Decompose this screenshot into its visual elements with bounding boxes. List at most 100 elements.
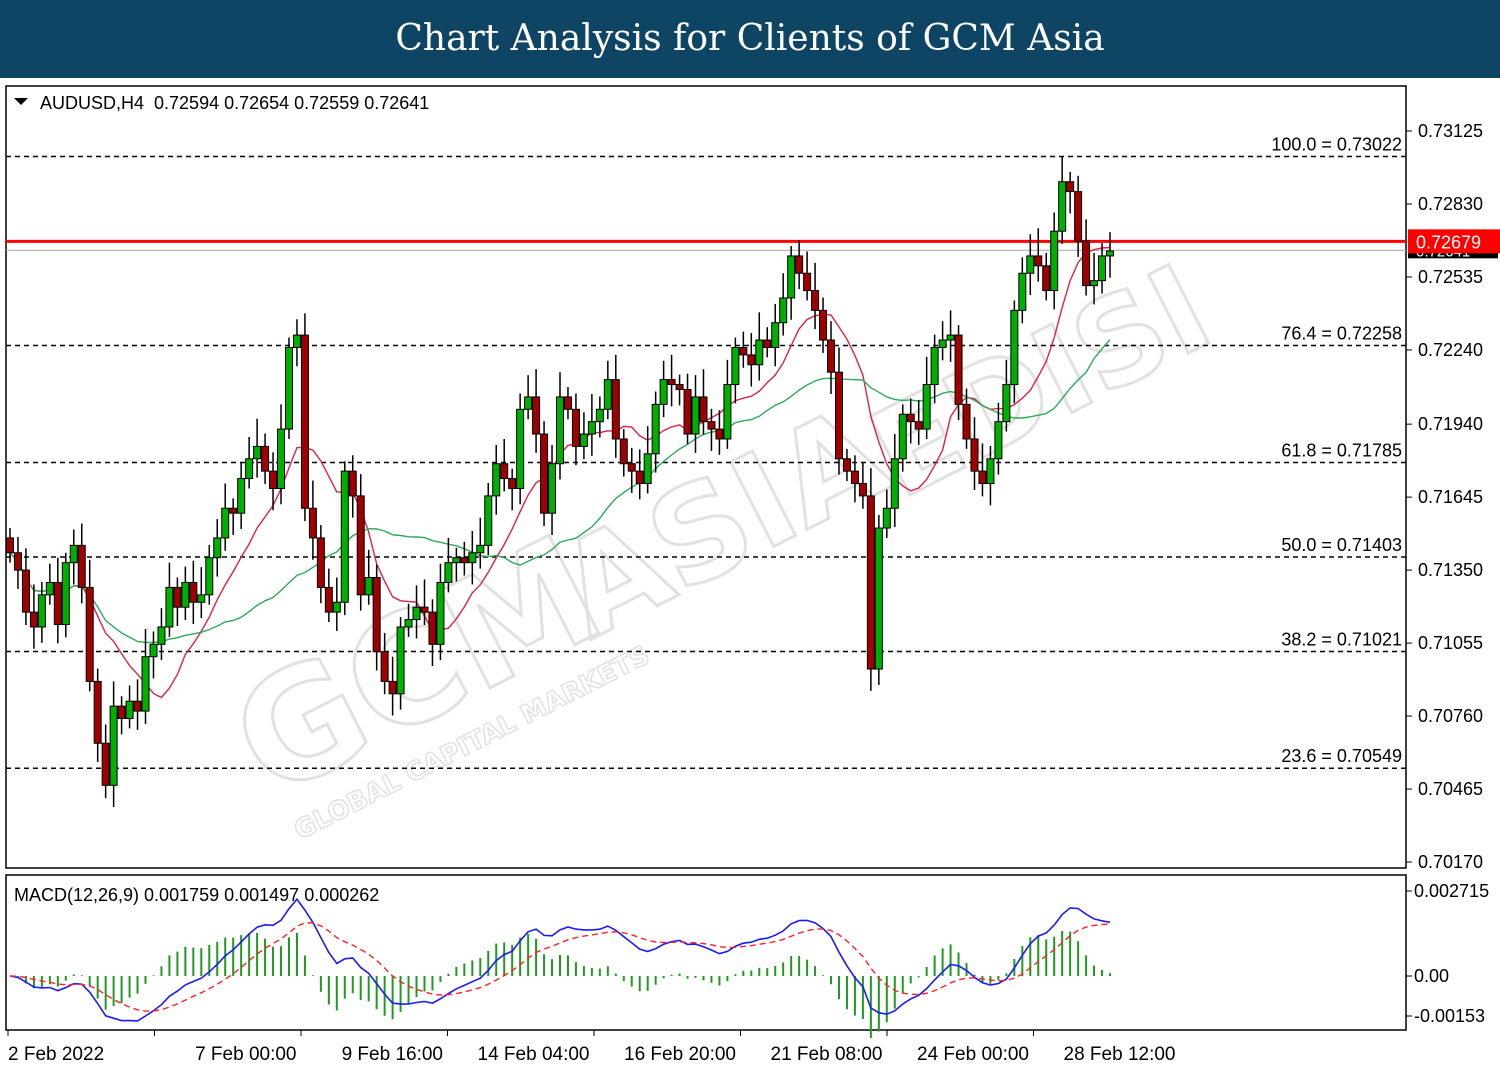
candle-bull — [779, 297, 788, 324]
candle-bull — [292, 334, 301, 348]
candle-bull — [197, 594, 206, 603]
candle-bull — [476, 544, 485, 554]
candle-bear — [53, 581, 62, 626]
candle-bull — [221, 507, 230, 539]
header-banner — [0, 0, 1500, 78]
candle-bull — [1010, 309, 1019, 386]
candle-bull — [946, 334, 955, 341]
candle-bear — [133, 700, 142, 712]
candle-bear — [763, 339, 772, 348]
candle-bear — [970, 438, 979, 472]
candle-bear — [77, 544, 86, 588]
fib-level-label: 76.4 = 0.72258 — [1281, 323, 1402, 343]
candle-bear — [635, 470, 644, 485]
candle-bull — [452, 557, 461, 564]
dropdown-triangle-icon[interactable] — [14, 98, 28, 105]
candle-bear — [619, 438, 628, 465]
candle-bear — [811, 290, 820, 311]
current-price-tag-box — [1408, 229, 1500, 254]
candle-bull — [468, 552, 477, 564]
macd-tick-label: -0.00153 — [1414, 1006, 1485, 1026]
candle-bear — [683, 389, 692, 435]
candle-bear — [1074, 191, 1083, 242]
candle-bull — [731, 346, 740, 386]
candle-bull — [61, 562, 70, 626]
macd-panel-frame — [5, 874, 1407, 1031]
candle-bull — [651, 403, 660, 455]
candle-bear — [460, 557, 469, 564]
candle-bear — [420, 606, 429, 613]
candle-bear — [117, 705, 126, 720]
candle-bear — [372, 577, 381, 653]
candle-bear — [300, 334, 309, 509]
time-tick-label: 14 Feb 04:00 — [478, 1044, 590, 1065]
candle-bull — [1098, 255, 1107, 282]
candle-bear — [229, 507, 238, 514]
candle-bull — [643, 453, 652, 485]
current-price-tag: 0.72679 — [1416, 232, 1481, 252]
candle-bear — [1042, 265, 1051, 292]
time-tick-label: 9 Feb 16:00 — [342, 1044, 443, 1065]
candle-bull — [332, 601, 341, 613]
candle-bull — [484, 495, 493, 546]
candle-bear — [21, 569, 30, 613]
candle-bull — [213, 537, 222, 559]
candle-bear — [1066, 181, 1075, 193]
candle-bear — [93, 680, 102, 744]
candle-bear — [827, 339, 836, 373]
candle-bull — [994, 421, 1003, 460]
candle-bear — [571, 408, 580, 447]
macd-tick-label: 0.00 — [1414, 966, 1449, 986]
candle-bear — [978, 470, 987, 485]
price-tick-label: 0.70465 — [1418, 779, 1483, 799]
candle-bear — [1034, 255, 1043, 267]
candle-bear — [699, 396, 708, 423]
candle-bull — [882, 507, 891, 529]
candle-bear — [356, 495, 365, 596]
candle-bull — [1018, 272, 1027, 311]
fib-level-label: 23.6 = 0.70549 — [1281, 746, 1402, 766]
candle-bull — [1026, 255, 1035, 274]
candle-bear — [954, 334, 963, 405]
candle-bear — [675, 384, 684, 391]
symbol-header: AUDUSD,H4 0.72594 0.72654 0.72559 0.7264… — [40, 93, 429, 113]
candle-bull — [659, 379, 668, 405]
fib-level-label: 61.8 = 0.71785 — [1281, 440, 1402, 460]
candle-bull — [364, 577, 373, 596]
candle-bear — [173, 586, 182, 608]
candle-bear — [261, 445, 270, 472]
candle-bull — [1090, 280, 1099, 287]
candle-bull — [890, 458, 899, 509]
candle-bull — [524, 396, 533, 410]
candle-bear — [858, 483, 867, 497]
price-tick-label: 0.73125 — [1418, 121, 1483, 141]
candle-bear — [866, 495, 875, 670]
candle-bear — [316, 537, 325, 588]
candle-bull — [1058, 181, 1067, 232]
candle-bear — [906, 413, 915, 423]
price-panel-frame — [5, 85, 1407, 869]
macd-header: MACD(12,26,9) 0.001759 0.001497 0.000262 — [14, 885, 379, 905]
banner-title: Chart Analysis for Clients of GCM Asia — [395, 18, 1105, 59]
candle-bull — [181, 581, 190, 608]
candle-bear — [308, 507, 317, 539]
candle-bull — [340, 470, 349, 603]
candle-bear — [850, 470, 859, 485]
macd-signal-line — [9, 922, 1111, 1012]
candle-bear — [667, 379, 676, 386]
candle-bull — [412, 606, 421, 621]
candle-bull — [396, 626, 405, 695]
candle-bear — [747, 354, 756, 366]
macd-line — [9, 897, 1111, 1022]
candle-bull — [45, 581, 54, 596]
price-tick-label: 0.71940 — [1418, 414, 1483, 434]
candle-bear — [324, 586, 333, 613]
candle-bear — [739, 346, 748, 356]
candle-bear — [795, 255, 804, 274]
time-tick-label: 28 Feb 12:00 — [1064, 1044, 1176, 1065]
candle-bear — [627, 463, 636, 472]
candle-bear — [914, 421, 923, 430]
candle-bear — [85, 586, 94, 682]
candle-bear — [803, 272, 812, 292]
